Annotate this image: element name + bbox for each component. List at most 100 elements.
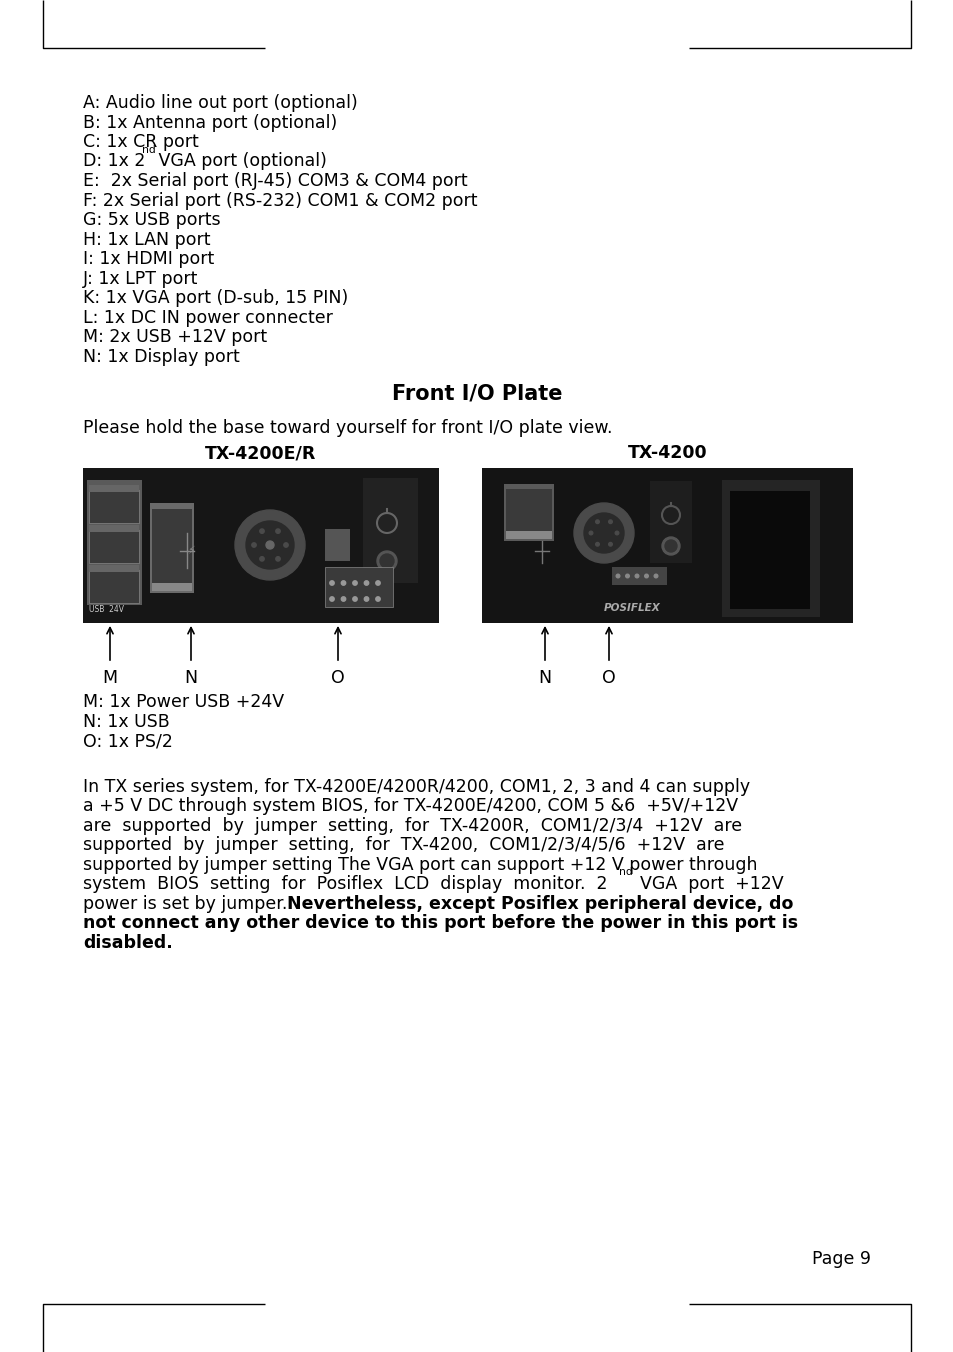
Text: I: 1x HDMI port: I: 1x HDMI port	[83, 250, 214, 268]
Text: VGA port (optional): VGA port (optional)	[152, 153, 327, 170]
Text: are  supported  by  jumper  setting,  for  TX-4200R,  COM1/2/3/4  +12V  are: are supported by jumper setting, for TX-…	[83, 817, 741, 834]
Text: system  BIOS  setting  for  Posiflex  LCD  display  monitor.  2: system BIOS setting for Posiflex LCD dis…	[83, 875, 607, 894]
Bar	[649, 481, 691, 562]
Text: supported by jumper setting The VGA port can support +12 V power through: supported by jumper setting The VGA port…	[83, 856, 757, 873]
Text: N: N	[184, 669, 197, 687]
Circle shape	[341, 581, 345, 585]
Text: VGA  port  +12V: VGA port +12V	[628, 875, 782, 894]
Bar	[152, 508, 192, 591]
Text: TX-4200: TX-4200	[627, 443, 706, 462]
Bar	[89, 489, 139, 523]
Circle shape	[246, 521, 294, 569]
Text: N: 1x Display port: N: 1x Display port	[83, 347, 239, 365]
Text: TX-4200E/R: TX-4200E/R	[205, 443, 316, 462]
Bar	[505, 489, 552, 539]
Text: C: 1x CR port: C: 1x CR port	[83, 132, 198, 151]
Circle shape	[595, 521, 598, 523]
Bar	[612, 566, 666, 585]
Circle shape	[574, 503, 634, 562]
Text: H: 1x LAN port: H: 1x LAN port	[83, 230, 211, 249]
Circle shape	[376, 552, 396, 571]
Text: Please hold the base toward yourself for front I/O plate view.: Please hold the base toward yourself for…	[83, 419, 612, 437]
Circle shape	[266, 541, 274, 549]
Circle shape	[654, 575, 658, 577]
Circle shape	[595, 542, 598, 546]
Bar	[89, 525, 139, 531]
Circle shape	[353, 596, 356, 602]
Text: ⚡: ⚡	[187, 546, 194, 556]
Circle shape	[616, 575, 619, 577]
Circle shape	[330, 596, 334, 602]
Text: F: 2x Serial port (RS-232) COM1 & COM2 port: F: 2x Serial port (RS-232) COM1 & COM2 p…	[83, 192, 477, 210]
Circle shape	[644, 575, 648, 577]
Text: Front I/O Plate: Front I/O Plate	[392, 383, 561, 403]
Text: nd: nd	[142, 145, 156, 155]
Text: A: Audio line out port (optional): A: Audio line out port (optional)	[83, 95, 357, 112]
Text: O: 1x PS/2: O: 1x PS/2	[83, 731, 172, 750]
Bar	[83, 468, 438, 623]
Circle shape	[330, 581, 334, 585]
Text: POSIFLEX: POSIFLEX	[603, 603, 660, 612]
Text: D: 1x 2: D: 1x 2	[83, 153, 145, 170]
Text: B: 1x Antenna port (optional): B: 1x Antenna port (optional)	[83, 114, 337, 131]
Bar	[89, 571, 139, 603]
Circle shape	[664, 539, 677, 552]
Bar	[721, 480, 820, 617]
Circle shape	[625, 575, 629, 577]
Circle shape	[275, 557, 280, 561]
Bar	[89, 530, 139, 562]
Text: M: 1x Power USB +24V: M: 1x Power USB +24V	[83, 694, 284, 711]
Text: L: 1x DC IN power connecter: L: 1x DC IN power connecter	[83, 308, 333, 326]
Bar	[152, 583, 192, 591]
Text: not connect any other device to this port before the power in this port is: not connect any other device to this por…	[83, 914, 798, 932]
Circle shape	[275, 529, 280, 533]
Circle shape	[608, 521, 612, 523]
Text: K: 1x VGA port (D-sub, 15 PIN): K: 1x VGA port (D-sub, 15 PIN)	[83, 289, 348, 307]
Bar	[481, 468, 852, 623]
Circle shape	[635, 575, 639, 577]
Circle shape	[364, 596, 368, 602]
Text: O: O	[331, 669, 345, 687]
Circle shape	[234, 510, 305, 580]
Text: nd: nd	[618, 867, 632, 877]
Text: M: 2x USB +12V port: M: 2x USB +12V port	[83, 329, 267, 346]
Bar	[729, 491, 809, 608]
Circle shape	[375, 596, 380, 602]
Text: G: 5x USB ports: G: 5x USB ports	[83, 211, 220, 228]
Text: disabled.: disabled.	[83, 933, 172, 952]
Circle shape	[353, 581, 356, 585]
Circle shape	[259, 529, 264, 533]
Text: Page 9: Page 9	[811, 1251, 870, 1268]
Bar	[89, 565, 139, 572]
Text: In TX series system, for TX-4200E/4200R/4200, COM1, 2, 3 and 4 can supply: In TX series system, for TX-4200E/4200R/…	[83, 777, 749, 795]
Text: Nevertheless, except Posiflex peripheral device, do: Nevertheless, except Posiflex peripheral…	[287, 895, 793, 913]
Circle shape	[364, 581, 368, 585]
Text: O: O	[601, 669, 616, 687]
Text: a +5 V DC through system BIOS, for TX-4200E/4200, COM 5 &6  +5V/+12V: a +5 V DC through system BIOS, for TX-42…	[83, 796, 738, 815]
Text: M: M	[102, 669, 117, 687]
Text: USB  24V: USB 24V	[89, 604, 124, 614]
Bar	[505, 531, 552, 539]
Text: supported  by  jumper  setting,  for  TX-4200,  COM1/2/3/4/5/6  +12V  are: supported by jumper setting, for TX-4200…	[83, 836, 723, 854]
Circle shape	[341, 596, 345, 602]
Text: N: 1x USB: N: 1x USB	[83, 713, 170, 730]
Bar	[503, 484, 554, 541]
Text: N: N	[537, 669, 551, 687]
Circle shape	[283, 542, 288, 548]
Text: E:  2x Serial port (RJ-45) COM3 & COM4 port: E: 2x Serial port (RJ-45) COM3 & COM4 po…	[83, 172, 467, 191]
Circle shape	[259, 557, 264, 561]
Text: power is set by jumper.: power is set by jumper.	[83, 895, 293, 913]
Bar	[325, 566, 393, 607]
Circle shape	[661, 537, 679, 556]
Bar	[325, 529, 350, 561]
Bar	[87, 480, 142, 604]
Circle shape	[608, 542, 612, 546]
Text: J: 1x LPT port: J: 1x LPT port	[83, 269, 198, 288]
Circle shape	[589, 531, 592, 535]
Circle shape	[615, 531, 618, 535]
Bar	[89, 485, 139, 492]
Circle shape	[252, 542, 256, 548]
Circle shape	[379, 554, 394, 568]
Circle shape	[375, 581, 380, 585]
Circle shape	[583, 512, 623, 553]
